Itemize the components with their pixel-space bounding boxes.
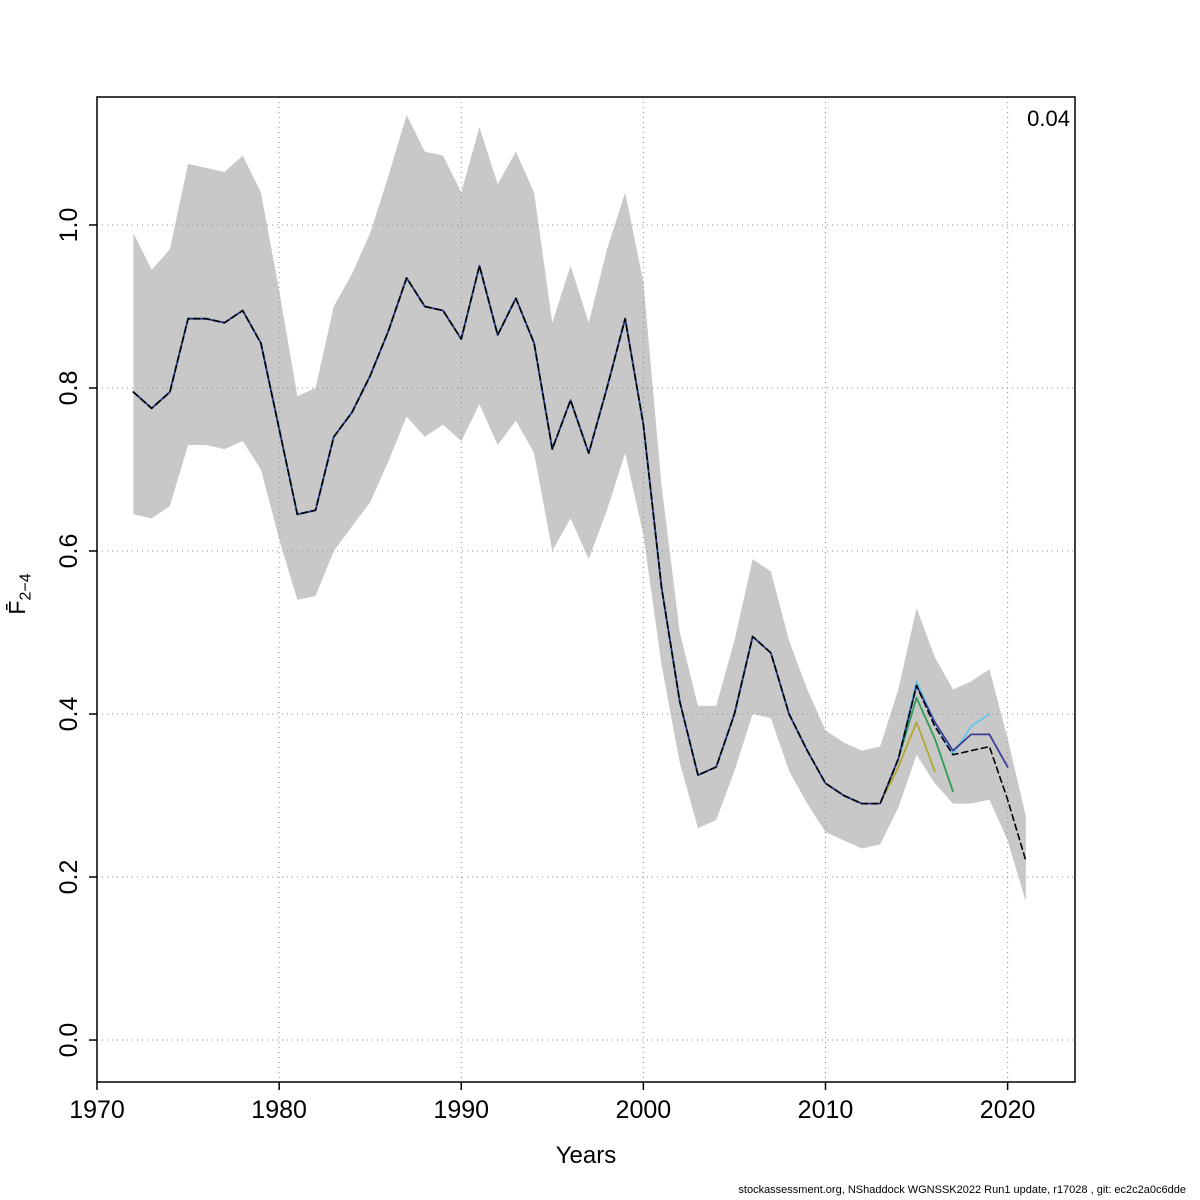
y-tick-label: 0.6 (55, 534, 83, 569)
x-axis-title: Years (555, 1142, 617, 1169)
y-tick-label: 0.8 (55, 371, 83, 406)
y-axis-title-main: F̄ (4, 600, 30, 615)
x-tick-label: 1980 (251, 1096, 307, 1124)
mohns-rho-value: 0.04 (1027, 106, 1070, 131)
y-tick-label: 0.0 (55, 1023, 83, 1058)
source-caption: stockassessment.org, NShaddock WGNSSK202… (738, 1184, 1186, 1196)
plot-border (96, 96, 1076, 1083)
x-tick-label: 2010 (798, 1096, 854, 1124)
confidence-band (133, 114, 1026, 902)
x-tick-label: 1990 (433, 1096, 489, 1124)
x-tick-label: 2000 (616, 1096, 672, 1124)
x-tick-label: 2020 (980, 1096, 1036, 1124)
y-tick-label: 0.4 (55, 697, 83, 732)
y-tick-label: 1.0 (55, 208, 83, 243)
x-tick-label: 1970 (69, 1096, 125, 1124)
series-line-base-run (132, 264, 1027, 862)
y-axis-title-sub: 2−4 (17, 573, 35, 601)
y-tick-label: 0.2 (55, 860, 83, 895)
y-axis-title: F̄2−4 (4, 573, 36, 614)
